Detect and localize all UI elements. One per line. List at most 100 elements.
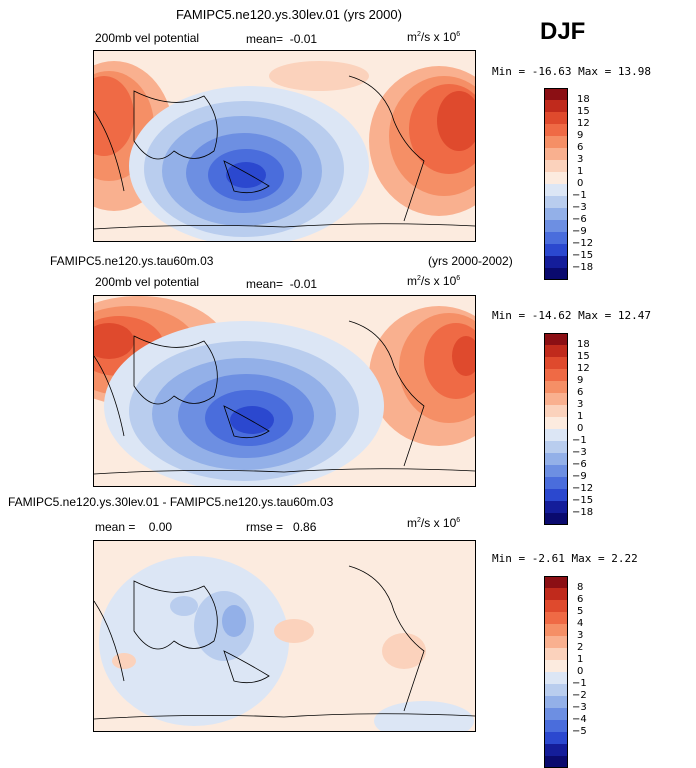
panel1-colorbar-swatch [544, 148, 568, 160]
panel1-tick: 0 [577, 178, 584, 189]
panel3-colorbar-swatch [544, 696, 568, 708]
panel3-tick: −3 [572, 702, 587, 713]
panel1-colorbar-swatch [544, 256, 568, 268]
panel2-colorbar-swatch [544, 513, 568, 525]
panel2-tick: −3 [572, 447, 587, 458]
panel3-map-svg [94, 541, 475, 731]
panel3-colorbar-swatch [544, 588, 568, 600]
panel1-colorbar-swatch [544, 268, 568, 280]
panel2-tick: 9 [577, 375, 584, 386]
panel3-colorbar-swatch [544, 612, 568, 624]
panel3-tick: −5 [572, 726, 587, 737]
panel1-colorbar-swatch [544, 232, 568, 244]
panel1-tick: 1 [577, 166, 584, 177]
panel3-mean-value: 0.00 [148, 520, 173, 534]
panel3-rmse-label: rmse = [246, 520, 284, 534]
panel1-tick: −9 [572, 226, 587, 237]
panel1-map-svg [94, 51, 475, 241]
panel2-variable: 200mb vel potential [95, 275, 200, 289]
panel1-colorbar-swatch [544, 136, 568, 148]
panel2-colorbar-swatch [544, 477, 568, 489]
panel2-map [93, 295, 476, 487]
panel3-tick: 0 [577, 666, 584, 677]
panel1-colorbar-swatch [544, 88, 568, 100]
panel1-title: FAMIPC5.ne120.ys.30lev.01 (yrs 2000) [176, 7, 402, 22]
panel1-mean-label: mean= [246, 32, 284, 46]
panel2-minmax: Min = -14.62 Max = 12.47 [492, 309, 651, 322]
panel1-mean: mean= -0.01 [246, 33, 317, 45]
panel3-rmse: rmse = 0.86 [246, 521, 316, 533]
panel1-tick: 18 [577, 94, 590, 105]
panel1-mean-value: -0.01 [289, 32, 318, 46]
panel3-colorbar-swatch [544, 672, 568, 684]
panel1-colorbar-swatch [544, 124, 568, 136]
panel2-colorbar-swatch [544, 429, 568, 441]
panel3-title: FAMIPC5.ne120.ys.30lev.01 - FAMIPC5.ne12… [8, 495, 334, 509]
panel1-colorbar-swatch [544, 172, 568, 184]
panel1-tick: −15 [572, 250, 594, 261]
panel3-tick: −2 [572, 690, 587, 701]
panel2-colorbar-swatch [544, 333, 568, 345]
panel1-colorbar-swatch [544, 220, 568, 232]
panel3-tick: 8 [577, 582, 584, 593]
panel2-tick: −18 [572, 507, 594, 518]
panel3-tick: 1 [577, 654, 584, 665]
panel2-colorbar-swatch [544, 369, 568, 381]
panel2-tick: −1 [572, 435, 587, 446]
season-label: DJF [540, 18, 586, 45]
panel2-tick: 15 [577, 351, 590, 362]
panel3-mean-label: mean = [95, 520, 136, 534]
panel1-tick: 6 [577, 142, 584, 153]
panel1-units: m2/s x 106 [407, 30, 461, 44]
panel2-colorbar-swatch [544, 453, 568, 465]
panel2-colorbar-swatch [544, 489, 568, 501]
panel3-colorbar-swatch [544, 720, 568, 732]
panel3-tick: 4 [577, 618, 584, 629]
panel2-mean-value: -0.01 [289, 277, 318, 291]
panel1-variable: 200mb vel potential [95, 31, 200, 45]
panel3-colorbar-swatch [544, 660, 568, 672]
panel2-tick: −12 [572, 483, 594, 494]
panel2-tick: 6 [577, 387, 584, 398]
panel3-mean: mean = 0.00 [95, 521, 172, 533]
panel2-colorbar-swatch [544, 405, 568, 417]
panel3-minmax: Min = -2.61 Max = 2.22 [492, 552, 638, 565]
panel2-colorbar-swatch [544, 357, 568, 369]
panel3-colorbar-swatch [544, 624, 568, 636]
panel3-tick: −4 [572, 714, 587, 725]
panel2-tick: 12 [577, 363, 590, 374]
panel3-colorbar-swatch [544, 636, 568, 648]
panel2-map-svg [94, 296, 475, 486]
panel2-colorbar-swatch [544, 417, 568, 429]
panel1-colorbar-swatch [544, 160, 568, 172]
panel2-tick: −6 [572, 459, 587, 470]
panel1-tick: −12 [572, 238, 594, 249]
panel2-mean-label: mean= [246, 277, 284, 291]
panel2-tick: 3 [577, 399, 584, 410]
panel1-map [93, 50, 476, 242]
panel2-colorbar-swatch [544, 393, 568, 405]
panel3-colorbar-swatch [544, 756, 568, 768]
panel3-tick: 2 [577, 642, 584, 653]
panel1-colorbar-swatch [544, 100, 568, 112]
panel2-colorbar [544, 333, 568, 525]
panel2-tick: −9 [572, 471, 587, 482]
panel3-colorbar-swatch [544, 600, 568, 612]
panel3-colorbar-swatch [544, 684, 568, 696]
panel2-colorbar-swatch [544, 501, 568, 513]
panel3-rmse-value: 0.86 [293, 520, 317, 534]
panel3-units: m2/s x 106 [407, 516, 461, 530]
panel2-units: m2/s x 106 [407, 274, 461, 288]
panel3-tick: 3 [577, 630, 584, 641]
panel3-colorbar-swatch [544, 732, 568, 744]
panel1-tick: −18 [572, 262, 594, 273]
panel3-colorbar-swatch [544, 576, 568, 588]
panel1-colorbar-swatch [544, 112, 568, 124]
panel2-colorbar-swatch [544, 465, 568, 477]
panel1-colorbar-swatch [544, 196, 568, 208]
panel3-map [93, 540, 476, 732]
panel1-colorbar-swatch [544, 184, 568, 196]
panel2-colorbar-swatch [544, 381, 568, 393]
panel1-tick: −6 [572, 214, 587, 225]
panel1-tick: −3 [572, 202, 587, 213]
